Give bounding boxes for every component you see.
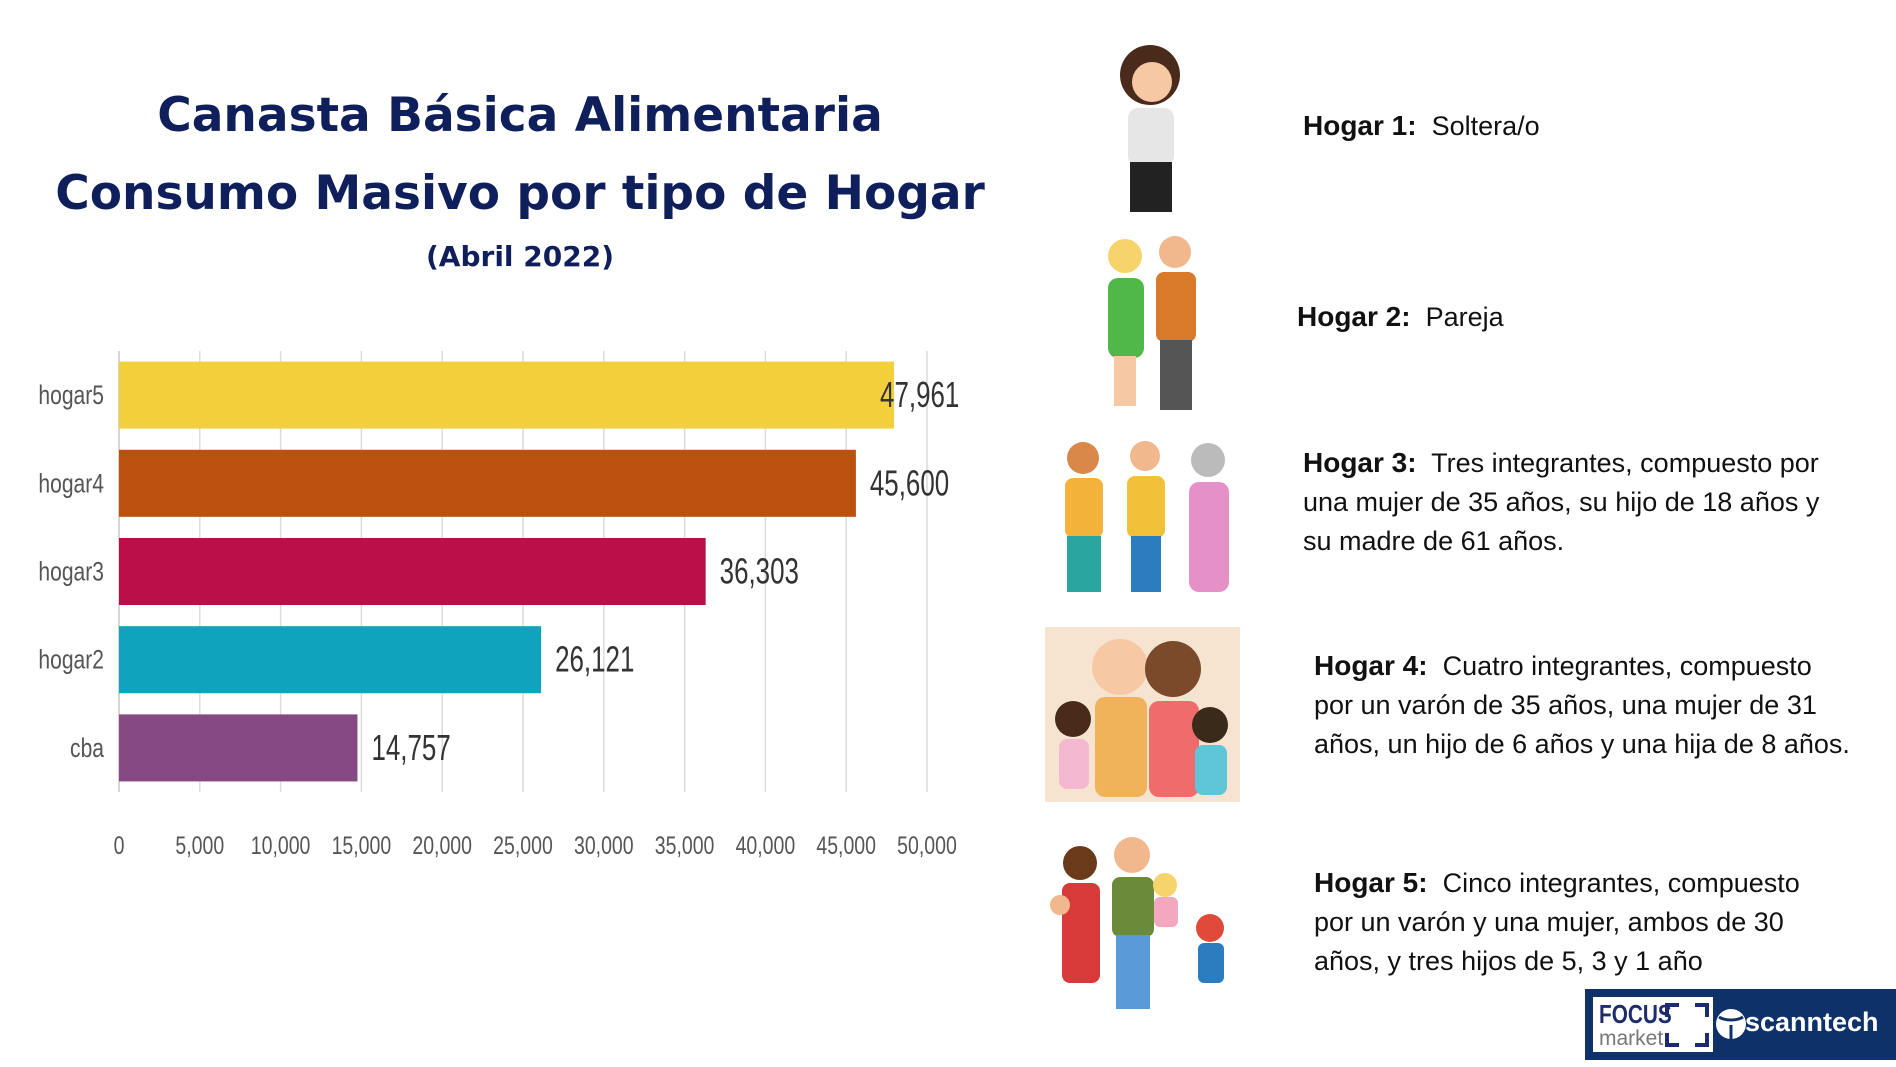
single-woman-illustration <box>1120 45 1180 212</box>
household-2-desc: Hogar 2: Pareja <box>1297 301 1504 332</box>
bar-hogar3 <box>119 537 706 606</box>
data-label: 36,303 <box>720 551 799 591</box>
data-label: 14,757 <box>371 728 450 768</box>
chart-subtitle: (Abril 2022) <box>426 240 614 273</box>
scanntech-logo: scanntech <box>1745 1007 1879 1037</box>
data-label: 45,600 <box>870 463 949 503</box>
data-label: 26,121 <box>555 640 634 680</box>
x-tick-label: 25,000 <box>493 832 553 860</box>
x-tick-label: 5,000 <box>175 832 224 860</box>
household-4-desc: Hogar 4: Cuatro integrantes, compuesto po… <box>1314 650 1850 759</box>
x-tick-label: 40,000 <box>736 832 796 860</box>
scanntech-logo-icon <box>1716 1009 1746 1039</box>
x-tick-label: 0 <box>114 832 125 860</box>
focus-frame-icon <box>1665 1003 1709 1047</box>
x-tick-label: 45,000 <box>816 832 876 860</box>
category-label: hogar5 <box>38 381 104 411</box>
x-tick-label: 20,000 <box>412 832 472 860</box>
bar-cba <box>119 714 358 782</box>
x-tick-label: 15,000 <box>332 832 392 860</box>
category-label: hogar4 <box>38 469 104 499</box>
household-1-desc: Hogar 1: Soltera/o <box>1303 110 1540 141</box>
data-label: 47,961 <box>880 375 959 415</box>
category-label: cba <box>70 733 104 763</box>
household-5-desc: Hogar 5: Cinco integrantes, compuesto por… <box>1314 867 1800 976</box>
x-tick-label: 30,000 <box>574 832 634 860</box>
bar-hogar2 <box>119 626 542 694</box>
category-label: hogar3 <box>38 557 104 587</box>
bar-chart: 0 5,000 10,000 15,000 20,000 25,000 30,000 35,0… <box>38 351 959 860</box>
four-member-household-illustration <box>1045 627 1240 802</box>
chart-title-line2: Consumo Masivo por tipo de Hogar <box>55 166 985 221</box>
bar-hogar4 <box>119 449 856 517</box>
couple-illustration <box>1108 236 1196 410</box>
category-label: hogar2 <box>38 645 104 675</box>
five-member-household-illustration <box>1050 837 1224 1009</box>
three-member-household-illustration <box>1065 441 1229 592</box>
x-tick-label: 10,000 <box>251 832 311 860</box>
focus-market-logo: FOCUS market <box>1593 997 1713 1052</box>
bar-hogar5 <box>119 361 895 429</box>
chart-title: Canasta Básica Alimentaria <box>157 88 883 143</box>
x-tick-label: 35,000 <box>655 832 715 860</box>
household-3-desc: Hogar 3: Tres integrantes, compuesto por… <box>1303 447 1820 556</box>
logos-banner: FOCUS market scanntech <box>1585 989 1896 1060</box>
x-tick-label: 50,000 <box>897 832 957 860</box>
